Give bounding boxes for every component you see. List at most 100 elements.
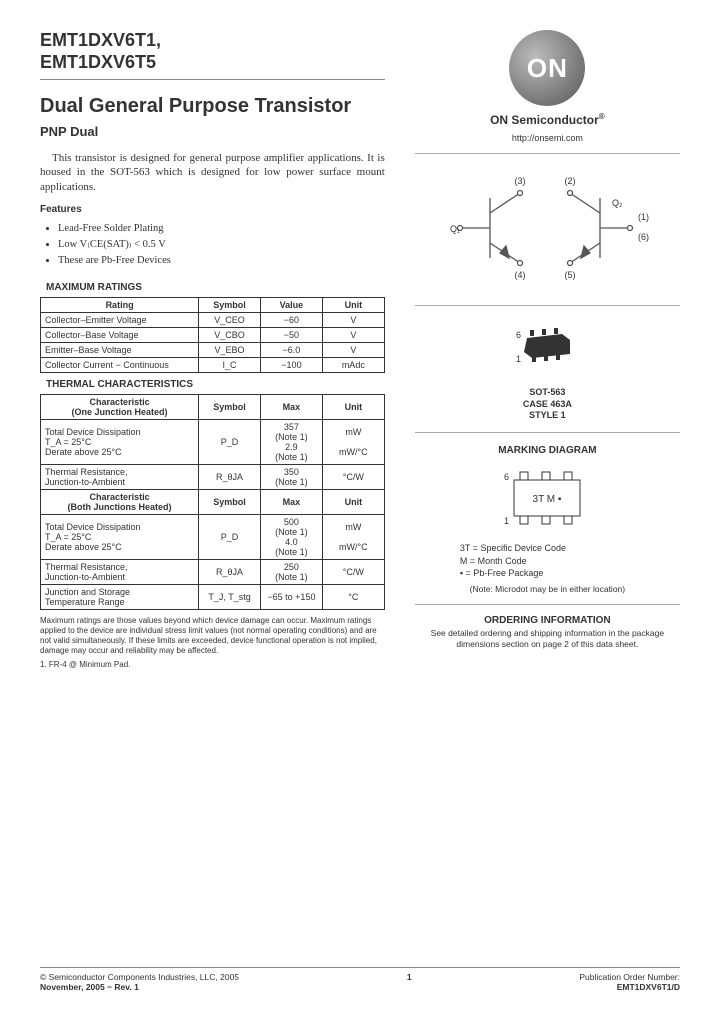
cell: P_D [199,515,261,560]
feature-item: Low V₍CE(SAT)₎ < 0.5 V [58,237,385,253]
ordering-text: See detailed ordering and shipping infor… [415,628,680,650]
package-line: CASE 463A [415,399,680,411]
cell: mAdc [322,358,384,373]
marking-diagram-icon: 3T M ▪ 6 1 [492,464,602,532]
brand-url[interactable]: http://onsemi.com [415,133,680,143]
cell: V_CEO [199,313,261,328]
cell: Thermal Resistance, Junction-to-Ambient [41,465,199,490]
cell: Total Device Dissipation T_A = 25°C Dera… [41,515,199,560]
ratings-table: Rating Symbol Value Unit Collector–Emitt… [40,297,385,373]
cell: R_θJA [199,465,261,490]
th: Unit [322,490,384,515]
divider [415,153,680,154]
ratings-heading: MAXIMUM RATINGS [46,282,385,293]
footer-date: November, 2005 − Rev. 1 [40,982,239,992]
th-value: Value [261,298,323,313]
cell: Thermal Resistance, Junction-to-Ambient [41,560,199,585]
part-number-1: EMT1DXV6T1, [40,30,385,52]
cell: T_J, T_stg [199,585,261,610]
cell: Collector–Emitter Voltage [41,313,199,328]
part-number-2: EMT1DXV6T5 [40,52,385,74]
feature-item: Lead-Free Solder Plating [58,221,385,237]
th-unit: Unit [322,298,384,313]
cell: V [322,343,384,358]
th: Symbol [199,395,261,420]
ratings-note-item: 1. FR-4 @ Minimum Pad. [40,660,385,670]
footer-pub-label: Publication Order Number: [579,972,680,982]
cell: −100 [261,358,323,373]
cell: V_CBO [199,328,261,343]
subtitle: PNP Dual [40,124,385,139]
divider [415,305,680,306]
svg-text:3T M ▪: 3T M ▪ [533,494,562,505]
cell: −50 [261,328,323,343]
cell: °C/W [322,465,384,490]
th-symbol: Symbol [199,298,261,313]
th: Characteristic (Both Junctions Heated) [41,490,199,515]
cell: 350 (Note 1) [261,465,323,490]
svg-text:Q₁: Q₁ [450,224,460,234]
legend-line: M = Month Code [460,555,635,568]
cell: Collector Current − Continuous [41,358,199,373]
cell: 500 (Note 1) 4.0 (Note 1) [261,515,323,560]
feature-item: These are Pb-Free Devices [58,253,385,269]
cell: Emitter–Base Voltage [41,343,199,358]
divider [415,432,680,433]
svg-text:Q₂: Q₂ [612,198,623,208]
cell: I_C [199,358,261,373]
cell: Total Device Dissipation T_A = 25°C Dera… [41,420,199,465]
svg-text:(4): (4) [515,270,526,280]
cell: P_D [199,420,261,465]
cell: 357 (Note 1) 2.9 (Note 1) [261,420,323,465]
cell: −65 to +150 [261,585,323,610]
cell: R_θJA [199,560,261,585]
page-footer: © Semiconductor Components Industries, L… [40,967,680,992]
description: This transistor is designed for general … [40,151,385,194]
cell: Collector–Base Voltage [41,328,199,343]
brand-name: ON Semiconductor® [415,112,680,127]
legend-line: ▪ = Pb-Free Package [460,567,635,580]
svg-text:(5): (5) [565,270,576,280]
marking-diagram-title: MARKING DIAGRAM [415,445,680,456]
cell: mW mW/°C [322,420,384,465]
svg-text:(2): (2) [565,176,576,186]
package-line: SOT-563 [415,387,680,399]
cell: mW mW/°C [322,515,384,560]
cell: °C/W [322,560,384,585]
cell: 250 (Note 1) [261,560,323,585]
cell: °C [322,585,384,610]
footer-pub-number: EMT1DXV6T1/D [579,982,680,992]
footer-page-number: 1 [239,972,579,992]
svg-text:(1): (1) [638,212,649,222]
thermal-heading: THERMAL CHARACTERISTICS [46,379,385,390]
brand-logo-icon: ON [509,30,585,106]
title-divider [40,79,385,80]
marking-note: (Note: Microdot may be in either locatio… [415,584,680,594]
cell: −60 [261,313,323,328]
package-outline-icon: 6 1 [415,320,680,373]
cell: V [322,328,384,343]
legend-line: 3T = Specific Device Code [460,542,635,555]
th: Unit [322,395,384,420]
divider [415,604,680,605]
marking-legend: 3T = Specific Device Code M = Month Code… [460,542,635,580]
cell: V_EBO [199,343,261,358]
th: Max [261,490,323,515]
schematic-diagram: (3) (2) (1) (4) (5) (6) Q₁ Q₂ [415,168,680,291]
thermal-table: Characteristic (One Junction Heated) Sym… [40,394,385,610]
ordering-title: ORDERING INFORMATION [415,615,680,626]
svg-text:(6): (6) [638,232,649,242]
svg-text:(3): (3) [515,176,526,186]
ratings-note: Maximum ratings are those values beyond … [40,616,385,656]
features-list: Lead-Free Solder Plating Low V₍CE(SAT)₎ … [40,221,385,268]
th-rating: Rating [41,298,199,313]
svg-text:6: 6 [516,330,521,340]
svg-text:1: 1 [504,516,509,526]
package-line: STYLE 1 [415,410,680,422]
product-title: Dual General Purpose Transistor [40,94,385,118]
th: Characteristic (One Junction Heated) [41,395,199,420]
svg-text:6: 6 [504,472,509,482]
svg-text:1: 1 [516,354,521,364]
footer-copyright: © Semiconductor Components Industries, L… [40,972,239,982]
features-heading: Features [40,204,385,215]
